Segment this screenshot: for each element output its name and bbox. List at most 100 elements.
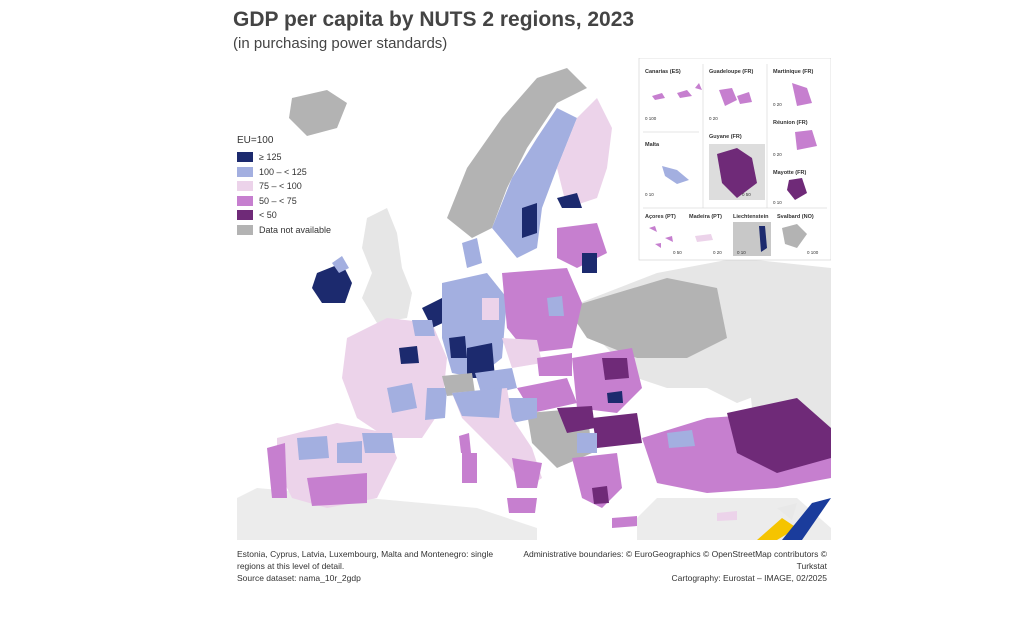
helsinki[interactable] (557, 193, 582, 208)
north-macedonia-region[interactable] (577, 433, 597, 453)
choropleth-map[interactable]: Canarias (ES) 0 100 Guadeloupe (FR) 0 20… (237, 57, 832, 540)
northern-italy[interactable] (452, 388, 502, 418)
ireland-north-west[interactable] (332, 256, 349, 273)
united-kingdom (362, 208, 412, 323)
slovenia-croatia[interactable] (507, 398, 537, 423)
andalusia[interactable] (307, 473, 367, 506)
scale-svalbard: 0 100 (807, 250, 819, 255)
legend-swatch (237, 181, 253, 192)
ukraine-region (567, 278, 727, 358)
legend-label: Data not available (259, 224, 332, 235)
portugal[interactable] (267, 443, 287, 498)
legend-label: ≥ 125 (259, 152, 282, 163)
sardinia[interactable] (462, 453, 477, 483)
turkey-east[interactable] (727, 398, 831, 473)
greece-south[interactable] (592, 486, 609, 504)
serbia[interactable] (557, 406, 595, 433)
scale-liechtenstein: 0 10 (737, 250, 746, 255)
norway[interactable] (447, 68, 587, 238)
martinique-shape (792, 83, 812, 106)
crete[interactable] (612, 516, 637, 528)
ireland-region[interactable] (312, 263, 352, 303)
france-south-region[interactable] (387, 383, 417, 413)
romania-north-east[interactable] (602, 358, 629, 380)
vilnius[interactable] (582, 253, 597, 273)
acores-shape (649, 226, 673, 248)
scale-reunion: 0 20 (773, 152, 782, 157)
legend-title: EU=100 (237, 135, 274, 146)
legend-label: 50 – < 75 (259, 195, 297, 206)
bulgaria[interactable] (592, 413, 642, 448)
legend-label: 75 – < 100 (259, 181, 302, 192)
spain-north[interactable] (297, 436, 329, 460)
scale-guyane: 0 50 (742, 192, 751, 197)
bucharest[interactable] (607, 391, 623, 403)
mayotte-shape (787, 178, 807, 200)
scale-madeira: 0 20 (713, 250, 722, 255)
scale-canarias: 0 100 (645, 116, 657, 121)
istanbul[interactable] (667, 430, 695, 448)
inset-label-malta: Malta (645, 142, 660, 148)
liechtenstein-shape (759, 226, 767, 252)
madrid[interactable] (337, 441, 362, 463)
belgium[interactable] (412, 320, 435, 336)
iceland[interactable] (289, 90, 347, 136)
map-subtitle: (in purchasing power standards) (233, 35, 448, 52)
bavaria-south[interactable] (467, 343, 495, 378)
slovakia[interactable] (537, 353, 572, 376)
inset-label-madeira: Madeira (PT) (689, 214, 722, 220)
scale-acores: 0 50 (673, 250, 682, 255)
legend-label: < 50 (259, 210, 277, 221)
stockholm[interactable] (522, 203, 537, 238)
footer-note: Estonia, Cyprus, Latvia, Luxembourg, Mal… (237, 549, 494, 571)
southern-italy[interactable] (512, 458, 542, 488)
malta-shape (662, 166, 689, 184)
legend-swatch (237, 224, 253, 235)
legend-item: < 50 (237, 208, 331, 223)
madeira-shape (695, 234, 713, 242)
switzerland[interactable] (442, 373, 475, 396)
sweden[interactable] (492, 108, 577, 258)
legend-item: Data not available (237, 223, 331, 238)
greece[interactable] (572, 453, 622, 508)
catalonia[interactable] (362, 433, 395, 453)
inset-label-guadeloupe: Guadeloupe (FR) (709, 69, 753, 75)
canarias-shape (652, 83, 702, 100)
inset-label-martinique: Martinique (FR) (773, 69, 813, 75)
legend-item: 75 – < 100 (237, 179, 331, 194)
europe-map-svg[interactable]: Canarias (ES) 0 100 Guadeloupe (FR) 0 20… (237, 57, 832, 540)
warsaw[interactable] (547, 296, 564, 316)
sicily[interactable] (507, 498, 537, 513)
rhone-alpes[interactable] (425, 388, 447, 420)
footer-cartography: Cartography: Eurostat – IMAGE, 02/2025 (671, 573, 827, 583)
footer-credits: Administrative boundaries: © EuroGeograp… (517, 548, 827, 584)
legend-swatch (237, 152, 253, 163)
legend-swatch (237, 166, 253, 177)
legend-swatch (237, 195, 253, 206)
ile-de-france[interactable] (399, 346, 419, 364)
legend-swatch (237, 210, 253, 221)
scale-guadeloupe: 0 20 (709, 116, 718, 121)
inset-label-liechtenstein: Liechtenstein (733, 214, 769, 220)
legend-item: ≥ 125 (237, 150, 331, 165)
scale-martinique: 0 20 (773, 102, 782, 107)
footer-boundaries: Administrative boundaries: © EuroGeograp… (523, 549, 827, 571)
footer-source: Source dataset: nama_10r_2gdp (237, 573, 361, 583)
denmark[interactable] (462, 238, 482, 268)
france[interactable] (342, 318, 447, 438)
inset-label-svalbard: Svalbard (NO) (777, 214, 814, 220)
czechia[interactable] (502, 338, 542, 368)
outermost-regions-insets: Canarias (ES) 0 100 Guadeloupe (FR) 0 20… (638, 57, 832, 261)
germany-east[interactable] (482, 298, 499, 320)
inset-label-canarias: Canarias (ES) (645, 69, 681, 75)
inset-label-guyane: Guyane (FR) (709, 134, 742, 140)
map-title: GDP per capita by NUTS 2 regions, 2023 (233, 8, 635, 31)
poland[interactable] (502, 268, 582, 353)
hesse[interactable] (449, 336, 467, 358)
legend-item: 50 – < 75 (237, 194, 331, 209)
inset-label-reunion: Réunion (FR) (773, 120, 808, 126)
corsica[interactable] (459, 433, 471, 453)
eurostat-logo (757, 498, 831, 540)
cyprus[interactable] (717, 511, 737, 521)
finland[interactable] (557, 98, 612, 208)
